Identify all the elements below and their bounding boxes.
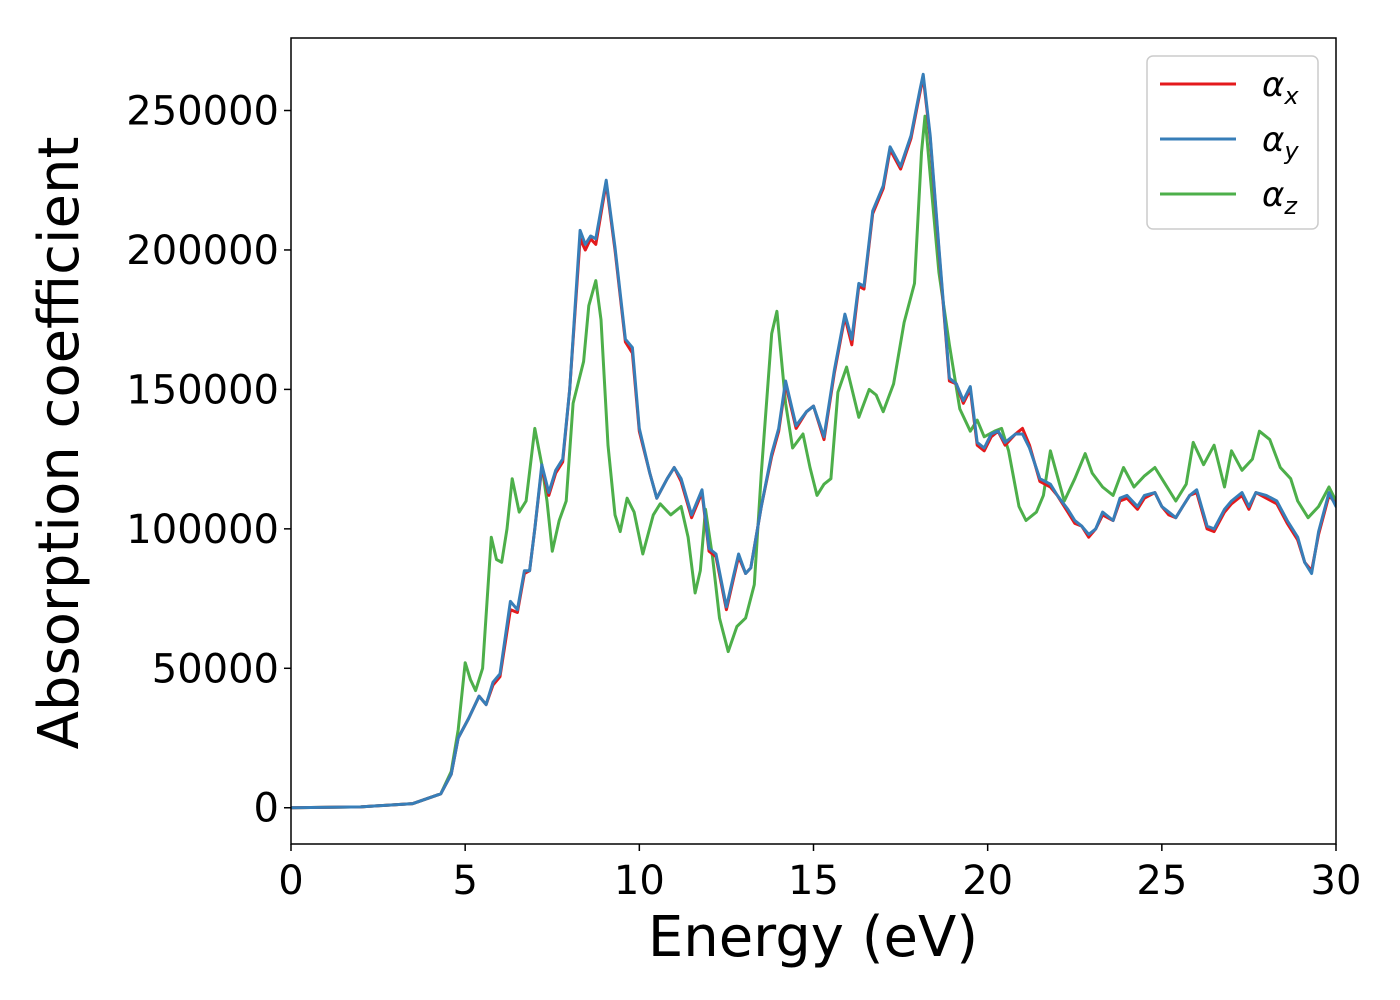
x-tick-label: 15	[788, 858, 839, 904]
x-tick-label: 30	[1311, 858, 1362, 904]
y-tick-label: 200000	[126, 228, 279, 274]
y-tick-label: 150000	[126, 367, 279, 413]
y-axis-title: Absorption coefficient	[27, 137, 92, 750]
x-tick-label: 10	[614, 858, 665, 904]
y-tick-label: 50000	[152, 646, 279, 692]
y-tick-label: 0	[254, 786, 279, 832]
y-tick-label: 250000	[126, 89, 279, 135]
x-axis-title: Energy (eV)	[648, 905, 978, 970]
x-tick-label: 20	[962, 858, 1013, 904]
y-tick-label: 100000	[126, 507, 279, 553]
x-tick-label: 25	[1136, 858, 1187, 904]
x-tick-label: 0	[278, 858, 303, 904]
x-tick-label: 5	[452, 858, 477, 904]
